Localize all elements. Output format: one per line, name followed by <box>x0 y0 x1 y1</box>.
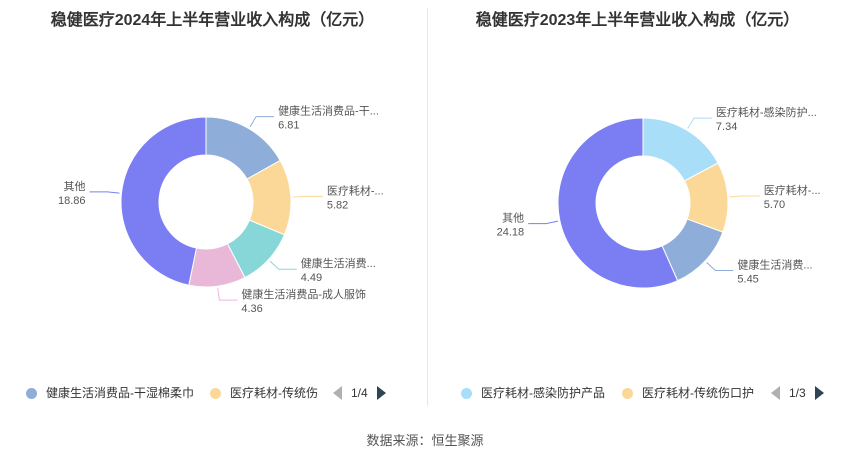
legend-item[interactable]: 医疗耗材-传统伤 <box>210 382 318 404</box>
donut-chart-2024: 健康生活消费品-干... 6.81 医疗耗材-... 5.82 健康生活消费... 4.4… <box>58 104 384 315</box>
legend-label: 健康生活消费品-干湿棉柔巾 <box>46 386 194 400</box>
slice-value-label: 4.49 <box>301 272 322 284</box>
prev-page-icon[interactable] <box>771 386 780 400</box>
legend-item[interactable]: 医疗耗材-感染防护产品 <box>461 382 605 404</box>
slice-label: 健康生活消费... <box>301 256 376 270</box>
slice-label: 医疗耗材-... <box>327 183 384 197</box>
data-source-note: 数据来源：恒生聚源 <box>366 433 484 448</box>
legend-label: 医疗耗材-传统伤口护 <box>642 386 754 400</box>
chart-legend: 医疗耗材-感染防护产品 医疗耗材-传统伤口护 1/3 <box>425 382 850 404</box>
legend-color-dot <box>26 387 37 399</box>
legend-item[interactable]: 健康生活消费品-干湿棉柔巾 <box>26 382 194 404</box>
legend-color-dot <box>461 387 472 399</box>
slice-label: 健康生活消费... <box>737 258 812 272</box>
slice-value-label: 18.86 <box>58 195 86 207</box>
slice-label: 医疗耗材-... <box>764 183 821 197</box>
panel-divider <box>427 8 428 406</box>
chart-legend: 健康生活消费品-干湿棉柔巾 医疗耗材-传统伤 1/4 <box>0 382 425 404</box>
legend-pager: 1/4 <box>333 382 386 404</box>
leader-line <box>687 117 712 129</box>
legend-page-indicator: 1/3 <box>789 386 806 400</box>
leader-line <box>292 195 323 198</box>
legend-item[interactable]: 医疗耗材-传统伤口护 <box>622 382 754 404</box>
slice-value-label: 5.82 <box>327 199 348 211</box>
legend-color-dot <box>210 387 221 399</box>
slice-value-label: 5.70 <box>764 199 785 211</box>
slice-label: 其他 <box>64 180 86 193</box>
legend-pager: 1/3 <box>771 382 824 404</box>
legend-label: 医疗耗材-传统伤 <box>230 386 318 400</box>
slice-label: 其他 <box>502 212 524 225</box>
next-page-icon[interactable] <box>814 386 824 400</box>
leader-line <box>89 191 120 194</box>
donut-slice[interactable] <box>120 116 207 286</box>
legend-page-indicator: 1/4 <box>351 386 368 400</box>
slice-value-label: 5.45 <box>737 274 758 286</box>
donut-slice[interactable] <box>557 117 679 289</box>
leader-line <box>528 220 559 225</box>
slice-value-label: 6.81 <box>278 120 299 132</box>
next-page-icon[interactable] <box>376 386 386 400</box>
slice-value-label: 24.18 <box>497 227 525 239</box>
slice-label: 健康生活消费品-干... <box>278 104 379 118</box>
chart-panel-2024: 稳健医疗2024年上半年营业收入构成（亿元） 健康生活消费品-干... 6.81 医… <box>0 0 425 412</box>
leader-line <box>269 260 297 270</box>
chart-title: 稳健医疗2024年上半年营业收入构成（亿元） <box>50 12 375 29</box>
legend-color-dot <box>622 387 633 399</box>
donut-chart-2023: 医疗耗材-感染防护... 7.34 医疗耗材-... 5.70 健康生活消费... 5.4… <box>497 105 821 289</box>
slice-label: 健康生活消费品-成人服饰 <box>241 287 366 301</box>
slice-value-label: 7.34 <box>716 121 737 133</box>
prev-page-icon[interactable] <box>333 386 342 400</box>
leader-line <box>249 116 275 128</box>
chart-title: 稳健医疗2023年上半年营业收入构成（亿元） <box>475 12 800 29</box>
leader-line <box>217 288 238 301</box>
slice-label: 医疗耗材-感染防护... <box>716 105 817 119</box>
leader-line <box>706 261 734 272</box>
leader-line <box>729 195 760 198</box>
legend-label: 医疗耗材-感染防护产品 <box>481 386 605 400</box>
chart-panel-2023: 稳健医疗2023年上半年营业收入构成（亿元） 医疗耗材-感染防护... 7.34 医… <box>425 0 850 412</box>
slice-value-label: 4.36 <box>241 303 262 315</box>
